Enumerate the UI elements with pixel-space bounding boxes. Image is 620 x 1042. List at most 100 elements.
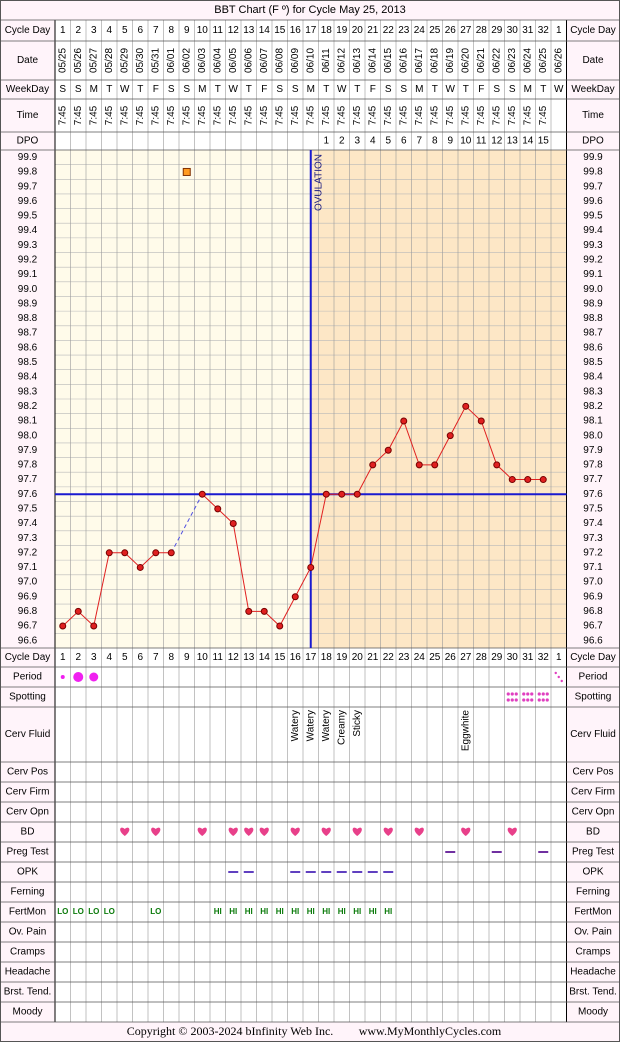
- bd-heart: [151, 827, 161, 836]
- weekday: F: [478, 84, 484, 95]
- temp-point: [74, 607, 82, 615]
- date: 05/25: [57, 48, 68, 73]
- cycle-day: 22: [383, 25, 395, 36]
- y-tick-label: 98.3: [583, 386, 603, 397]
- date: 06/09: [290, 48, 301, 73]
- fertmon: HI: [369, 907, 377, 916]
- fertmon: LO: [73, 907, 84, 916]
- y-tick-label: 99.0: [18, 284, 38, 295]
- cycle-day: 13: [243, 652, 255, 663]
- spotting-dot: [510, 698, 514, 702]
- dpo: 1: [323, 136, 329, 147]
- time: 7:45: [538, 105, 549, 125]
- y-tick-label: 96.7: [583, 621, 603, 632]
- dpo: 7: [416, 136, 422, 147]
- date: 05/31: [150, 48, 161, 73]
- temp-point: [353, 490, 361, 498]
- y-tick-label: 97.6: [583, 489, 603, 500]
- row-label: FertMon: [574, 907, 611, 918]
- weekday: S: [509, 84, 516, 95]
- cycle-day: 5: [122, 652, 128, 663]
- time: 7:45: [104, 105, 115, 125]
- time: 7:45: [181, 105, 192, 125]
- temp-point: [508, 476, 516, 484]
- cycle-day: 28: [476, 652, 488, 663]
- y-tick-label: 98.9: [583, 298, 603, 309]
- y-tick-label: 96.9: [583, 591, 603, 602]
- row-label: Cycle Day: [5, 652, 51, 663]
- spotting-dot: [514, 692, 518, 696]
- y-tick-label: 99.7: [583, 181, 603, 192]
- time: 7:45: [57, 105, 68, 125]
- y-tick-label: 99.8: [18, 167, 38, 178]
- y-tick-label: 99.4: [583, 225, 603, 236]
- temp-point: [493, 461, 501, 469]
- time: 7:45: [73, 105, 84, 125]
- y-tick-label: 97.2: [583, 547, 603, 558]
- fertmon: LO: [57, 907, 68, 916]
- y-tick-label: 98.1: [583, 416, 603, 427]
- y-tick-label: 97.8: [18, 460, 38, 471]
- time: 7:45: [383, 105, 394, 125]
- row-label: Cramps: [575, 947, 610, 958]
- y-tick-label: 96.6: [583, 635, 603, 646]
- cycle-day: 15: [274, 25, 286, 36]
- temp-point: [276, 622, 284, 630]
- y-tick-label: 99.6: [583, 196, 603, 207]
- fertmon: LO: [150, 907, 161, 916]
- time: 7:45: [398, 105, 409, 125]
- row-label: BD: [21, 827, 35, 838]
- date: 05/27: [88, 48, 99, 73]
- bd-heart: [383, 827, 393, 836]
- temp-point: [338, 490, 346, 498]
- period-spot: [557, 675, 560, 679]
- y-tick-label: 99.5: [18, 211, 38, 222]
- weekday: S: [385, 84, 392, 95]
- cycle-day: 15: [274, 652, 286, 663]
- dpo: 9: [447, 136, 453, 147]
- y-tick-label: 98.8: [18, 313, 38, 324]
- weekday: M: [524, 84, 532, 95]
- y-tick-label: 97.7: [583, 474, 603, 485]
- y-tick-label: 99.3: [583, 240, 603, 251]
- cycle-day: 25: [429, 652, 441, 663]
- y-tick-label: 98.0: [18, 430, 38, 441]
- spotting-dot: [522, 698, 526, 702]
- row-label: Time: [17, 110, 39, 121]
- spotting-dot: [526, 692, 530, 696]
- time: 7:45: [259, 105, 270, 125]
- chart-title: BBT Chart (F º) for Cycle May 25, 2013: [214, 4, 406, 16]
- y-tick-label: 97.8: [583, 460, 603, 471]
- date: 06/12: [336, 48, 347, 73]
- date: 06/17: [414, 48, 425, 73]
- fertmon: LO: [88, 907, 99, 916]
- cycle-day: 30: [507, 25, 519, 36]
- bd-heart: [244, 827, 254, 836]
- y-tick-label: 97.9: [18, 445, 38, 456]
- y-tick-label: 98.7: [18, 328, 38, 339]
- fertmon: HI: [276, 907, 284, 916]
- temp-point: [214, 505, 222, 513]
- row-label: Cerv Pos: [7, 767, 48, 778]
- date: 05/28: [104, 48, 115, 73]
- y-tick-label: 99.6: [18, 196, 38, 207]
- fertmon: HI: [322, 907, 330, 916]
- temp-point: [136, 563, 144, 571]
- temp-point: [322, 490, 330, 498]
- fertmon: HI: [338, 907, 346, 916]
- y-tick-label: 99.1: [18, 269, 38, 280]
- row-label: Date: [17, 55, 39, 66]
- cycle-day: 29: [491, 652, 503, 663]
- temp-point: [369, 461, 377, 469]
- row-label: Headache: [570, 967, 616, 978]
- fertmon: HI: [245, 907, 253, 916]
- cycle-day: 27: [460, 25, 472, 36]
- dpo: 15: [538, 136, 550, 147]
- cycle-day: 14: [259, 652, 271, 663]
- date: 06/18: [429, 48, 440, 73]
- cerv-fluid: Watery: [290, 710, 301, 741]
- temp-point: [477, 417, 485, 425]
- time: 7:45: [243, 105, 254, 125]
- time: 7:45: [135, 105, 146, 125]
- dpo: 13: [507, 136, 519, 147]
